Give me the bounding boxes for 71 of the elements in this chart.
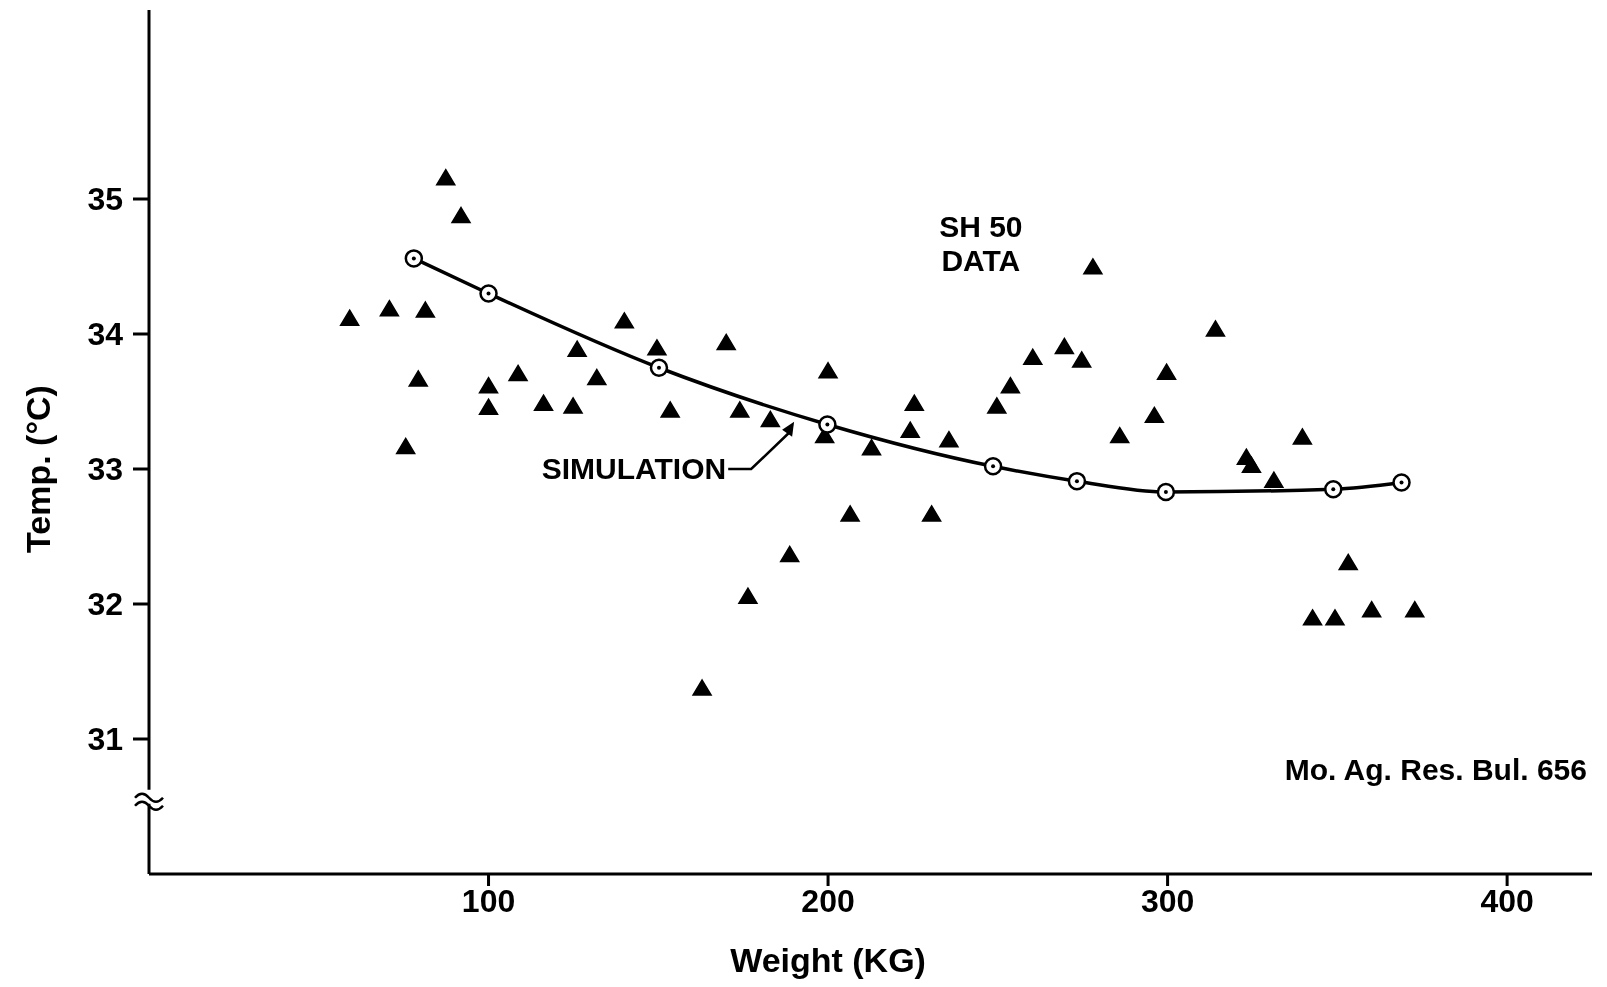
point: [660, 401, 680, 418]
point: [567, 340, 587, 357]
point: [818, 362, 838, 379]
x-tick-label: 200: [801, 883, 855, 919]
x-tick-label: 400: [1480, 883, 1534, 919]
point: [1156, 482, 1176, 502]
point: [478, 398, 499, 415]
point: [1144, 406, 1165, 424]
point: [1324, 480, 1343, 499]
point: [987, 397, 1007, 414]
point: [779, 545, 800, 563]
text: SH 50 DATA: [939, 209, 1023, 277]
point: [1361, 601, 1382, 618]
y-axis-title: Temp. (°C): [19, 385, 57, 553]
y-tick-label: 35: [87, 181, 123, 218]
point: [614, 312, 635, 329]
annotation: Mo. Ag. Res. Bul. 656: [1284, 752, 1587, 786]
point: [1023, 348, 1043, 366]
point: [415, 301, 436, 318]
y-tick-label: 31: [87, 721, 123, 758]
point: [563, 397, 583, 414]
point: [861, 439, 882, 456]
point: [379, 299, 400, 317]
point: [1392, 473, 1411, 492]
point: [1000, 376, 1021, 394]
point: [904, 394, 925, 411]
point: [395, 437, 416, 455]
point: [730, 401, 750, 418]
x-axis-title: Weight (KG): [730, 941, 926, 979]
y-tick-label: 33: [87, 451, 123, 488]
x-tick-label: 100: [461, 883, 516, 919]
point: [1241, 456, 1262, 474]
point: [408, 370, 428, 387]
point: [647, 339, 667, 356]
point: [1302, 609, 1323, 626]
point: [1405, 601, 1425, 618]
point: [818, 415, 837, 434]
point: [760, 410, 781, 428]
point: [983, 457, 1003, 476]
point: [1205, 320, 1226, 337]
point: [533, 394, 554, 411]
point: [508, 364, 528, 382]
point: [649, 358, 669, 377]
point: [1338, 553, 1358, 571]
point: [1067, 471, 1087, 491]
point: [900, 421, 920, 438]
y-tick-label: 34: [87, 316, 124, 353]
point: [479, 284, 498, 303]
point: [1054, 337, 1075, 355]
point: [1109, 426, 1130, 444]
point: [1325, 609, 1345, 626]
point: [587, 368, 607, 386]
point: [692, 679, 712, 696]
point: [1156, 363, 1177, 380]
point: [1292, 428, 1313, 445]
point: [404, 249, 424, 268]
point: [1071, 351, 1092, 368]
legend-label: SIMULATION: [541, 452, 727, 485]
point: [716, 333, 736, 351]
point: [436, 169, 456, 186]
point: [451, 206, 471, 224]
point: [339, 309, 360, 326]
point: [478, 376, 499, 394]
point: [840, 505, 860, 522]
x-tick-label: 300: [1140, 883, 1195, 919]
y-tick-label: 32: [87, 586, 123, 623]
point: [738, 587, 758, 604]
point: [1083, 258, 1103, 275]
point: [1264, 471, 1284, 488]
point: [921, 505, 942, 522]
point: [939, 430, 959, 448]
